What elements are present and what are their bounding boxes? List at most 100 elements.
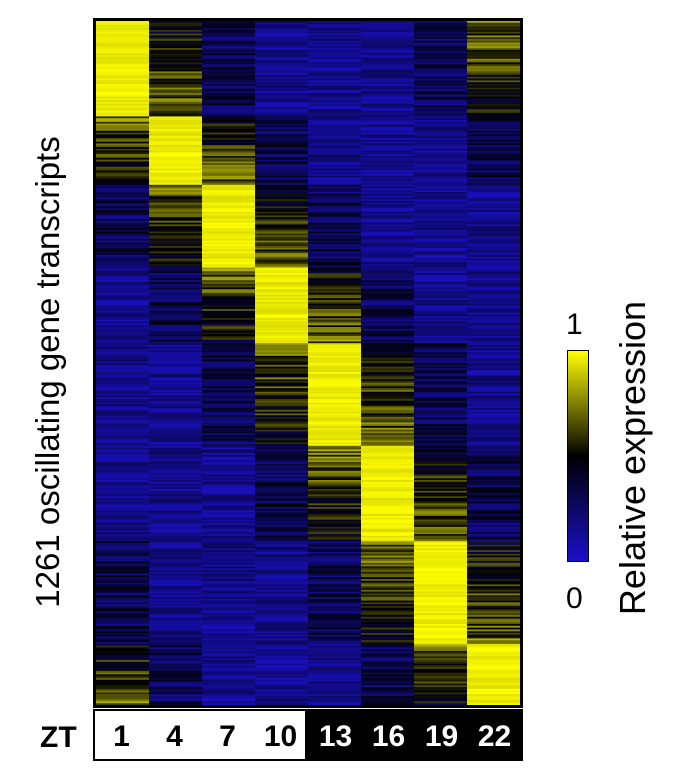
heatmap-cell	[149, 301, 203, 304]
heatmap-cell	[202, 456, 256, 459]
heatmap-cell	[202, 111, 256, 114]
heatmap-cell	[361, 451, 415, 454]
heatmap-cell	[255, 323, 309, 326]
heatmap-cell	[467, 381, 521, 384]
heatmap-cell	[149, 397, 203, 400]
heatmap-cell	[467, 647, 521, 650]
heatmap-cell	[361, 84, 415, 87]
heatmap-cell	[361, 411, 415, 414]
heatmap-cell	[96, 586, 150, 589]
heatmap-cell	[308, 233, 362, 236]
heatmap-cell	[414, 361, 468, 364]
heatmap-cell	[96, 397, 150, 400]
heatmap-cell	[255, 24, 309, 27]
heatmap-cell	[361, 184, 415, 187]
heatmap-cell	[202, 123, 256, 126]
heatmap-cell	[414, 129, 468, 132]
heatmap-cell	[361, 93, 415, 96]
heatmap-cell	[467, 643, 521, 646]
heatmap-cell	[202, 559, 256, 562]
tick-label-zt16: 16	[371, 720, 406, 753]
heatmap-cell	[467, 337, 521, 340]
heatmap-cell	[149, 510, 203, 513]
heatmap-cell	[255, 303, 309, 306]
heatmap-cell	[361, 264, 415, 267]
heatmap-cell	[255, 350, 309, 353]
heatmap-cell	[96, 427, 150, 430]
heatmap-cell	[255, 643, 309, 646]
heatmap-cell	[467, 309, 521, 312]
heatmap-cell	[255, 175, 309, 178]
heatmap-cell	[361, 618, 415, 621]
heatmap-cell	[467, 87, 521, 90]
heatmap-cell	[96, 645, 150, 648]
heatmap-cell	[361, 420, 415, 423]
heatmap-cell	[467, 669, 521, 672]
heatmap-cell	[202, 148, 256, 151]
heatmap-cell	[96, 121, 150, 124]
heatmap-cell	[96, 346, 150, 349]
heatmap-cell	[149, 471, 203, 474]
heatmap-cell	[96, 516, 150, 519]
heatmap-cell	[96, 93, 150, 96]
heatmap-cell	[361, 294, 415, 297]
heatmap-cell	[255, 397, 309, 400]
heatmap-cell	[202, 303, 256, 306]
heatmap-cell	[255, 676, 309, 679]
heatmap-cell	[202, 390, 256, 393]
heatmap-cell	[149, 634, 203, 637]
heatmap-cell	[361, 656, 415, 659]
heatmap-cell	[308, 120, 362, 123]
heatmap-cell	[308, 274, 362, 277]
heatmap-cell	[308, 399, 362, 402]
heatmap-cell	[202, 598, 256, 601]
heatmap-cell	[149, 607, 203, 610]
heatmap-cell	[414, 616, 468, 619]
heatmap-cell	[361, 485, 415, 488]
heatmap-cell	[202, 681, 256, 684]
heatmap-cell	[467, 42, 521, 45]
heatmap-cell	[255, 559, 309, 562]
heatmap-cell	[149, 125, 203, 128]
heatmap-cell	[308, 161, 362, 164]
heatmap-cell	[149, 58, 203, 61]
heatmap-cell	[308, 658, 362, 661]
heatmap-cell	[414, 534, 468, 537]
heatmap-cell	[414, 285, 468, 288]
heatmap-cell	[96, 168, 150, 171]
heatmap-cell	[361, 58, 415, 61]
heatmap-cell	[467, 449, 521, 452]
heatmap-cell	[467, 606, 521, 609]
heatmap-cell	[361, 658, 415, 661]
heatmap-cell	[255, 501, 309, 504]
heatmap-cell	[96, 188, 150, 191]
heatmap-cell	[467, 699, 521, 702]
heatmap-cell	[467, 418, 521, 421]
heatmap-cell	[467, 168, 521, 171]
heatmap-cell	[202, 242, 256, 245]
heatmap-cell	[149, 561, 203, 564]
heatmap-cell	[467, 53, 521, 56]
heatmap-cell	[255, 62, 309, 65]
heatmap-cell	[361, 215, 415, 218]
heatmap-cell	[202, 548, 256, 551]
heatmap-cell	[96, 206, 150, 209]
heatmap-cell	[361, 647, 415, 650]
heatmap-cell	[361, 409, 415, 412]
heatmap-cell	[96, 559, 150, 562]
heatmap-cell	[96, 557, 150, 560]
heatmap-cell	[255, 201, 309, 204]
heatmap-cell	[96, 48, 150, 51]
heatmap-cell	[149, 663, 203, 666]
heatmap-cell	[255, 217, 309, 220]
heatmap-cell	[202, 645, 256, 648]
heatmap-cell	[96, 287, 150, 290]
heatmap-cell	[202, 213, 256, 216]
heatmap-cell	[308, 620, 362, 623]
heatmap-cell	[96, 501, 150, 504]
heatmap-cell	[96, 481, 150, 484]
heatmap-cell	[361, 395, 415, 398]
heatmap-cell	[361, 300, 415, 303]
heatmap-cell	[202, 152, 256, 155]
heatmap-cell	[414, 197, 468, 200]
